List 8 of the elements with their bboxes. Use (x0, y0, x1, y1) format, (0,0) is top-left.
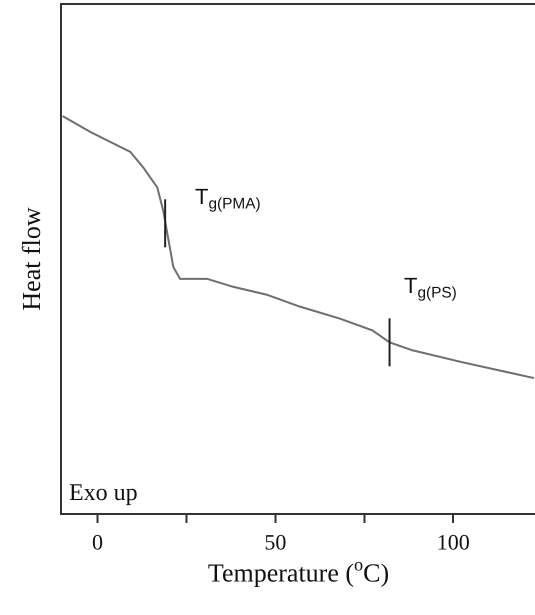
annotation: T$_{g(PMA)}$ (195, 184, 261, 213)
x-tick-label: 0 (92, 529, 104, 554)
y-axis-title: Heat flow (16, 207, 46, 311)
x-tick-label: 100 (436, 529, 470, 554)
annotation: Exo up (69, 480, 138, 506)
x-tick-label: 50 (264, 529, 286, 554)
x-axis-title: Temperature ($^{o}$C) (208, 554, 390, 588)
annotation: T$_{g(PS)}$ (404, 273, 457, 302)
